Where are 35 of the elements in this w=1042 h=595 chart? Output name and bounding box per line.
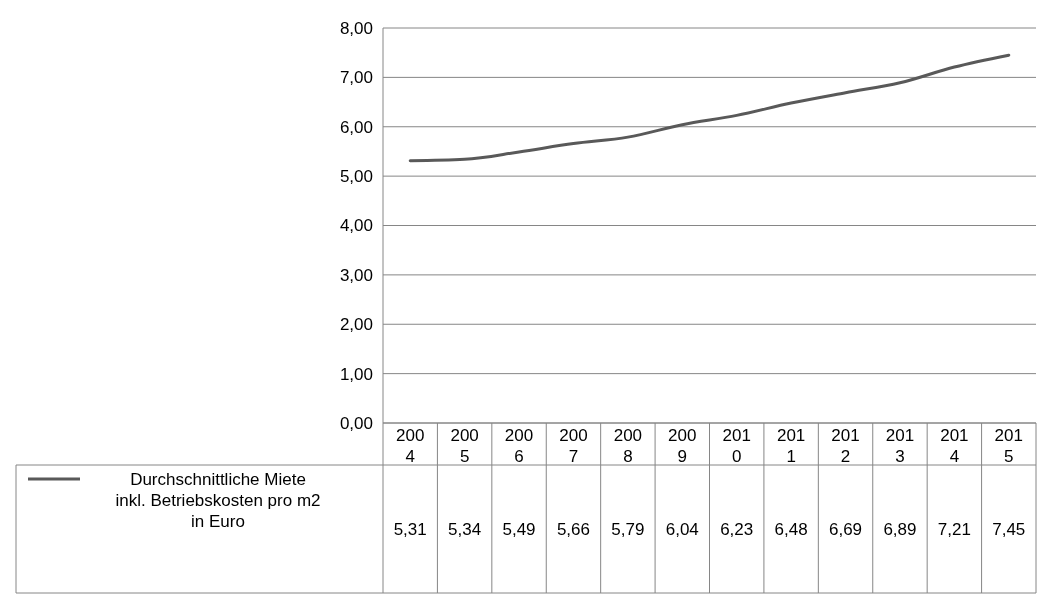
text: 6,04 <box>665 519 699 539</box>
x-tick-label: 2009 <box>668 426 697 466</box>
text: 5,79 <box>611 519 645 539</box>
y-tick-label: 5,00 <box>339 167 373 187</box>
x-tick-label: 2004 <box>396 426 425 466</box>
y-tick-label: 8,00 <box>339 18 373 38</box>
y-tick-label: 3,00 <box>339 265 373 285</box>
text: 7,21 <box>937 519 971 539</box>
x-tick-label: 2008 <box>613 426 643 466</box>
x-tick-label: 2014 <box>940 426 969 466</box>
text: 6,89 <box>883 519 917 539</box>
text: 6,23 <box>720 519 754 539</box>
x-tick-label: 2011 <box>776 426 806 466</box>
y-tick-label: 4,00 <box>339 216 373 236</box>
x-tick-label: 2006 <box>504 426 534 466</box>
x-tick-label: 2012 <box>831 426 860 466</box>
y-tick-label: 6,00 <box>339 117 373 137</box>
x-tick-label: 2007 <box>559 426 588 466</box>
y-tick-label: 2,00 <box>339 315 373 335</box>
text: 5,66 <box>556 519 591 539</box>
text: Durchschnittliche Miete inkl. Betriebskosten pro m2 in Euro <box>115 470 321 531</box>
text: 5,31 <box>393 519 427 539</box>
text: 7,45 <box>992 519 1026 539</box>
text: 5,49 <box>502 519 536 539</box>
text: 6,69 <box>828 519 863 539</box>
x-tick-label: 2005 <box>450 426 479 466</box>
y-tick-label: 0,00 <box>339 413 373 433</box>
x-tick-label: 2013 <box>885 426 915 466</box>
x-tick-label: 2015 <box>994 426 1023 466</box>
text: 5,34 <box>448 519 482 539</box>
x-tick-label: 2010 <box>722 426 751 466</box>
text: 6,48 <box>774 519 808 539</box>
y-tick-label: 1,00 <box>339 364 373 384</box>
y-tick-label: 7,00 <box>339 68 373 88</box>
line-series <box>408 53 1011 163</box>
